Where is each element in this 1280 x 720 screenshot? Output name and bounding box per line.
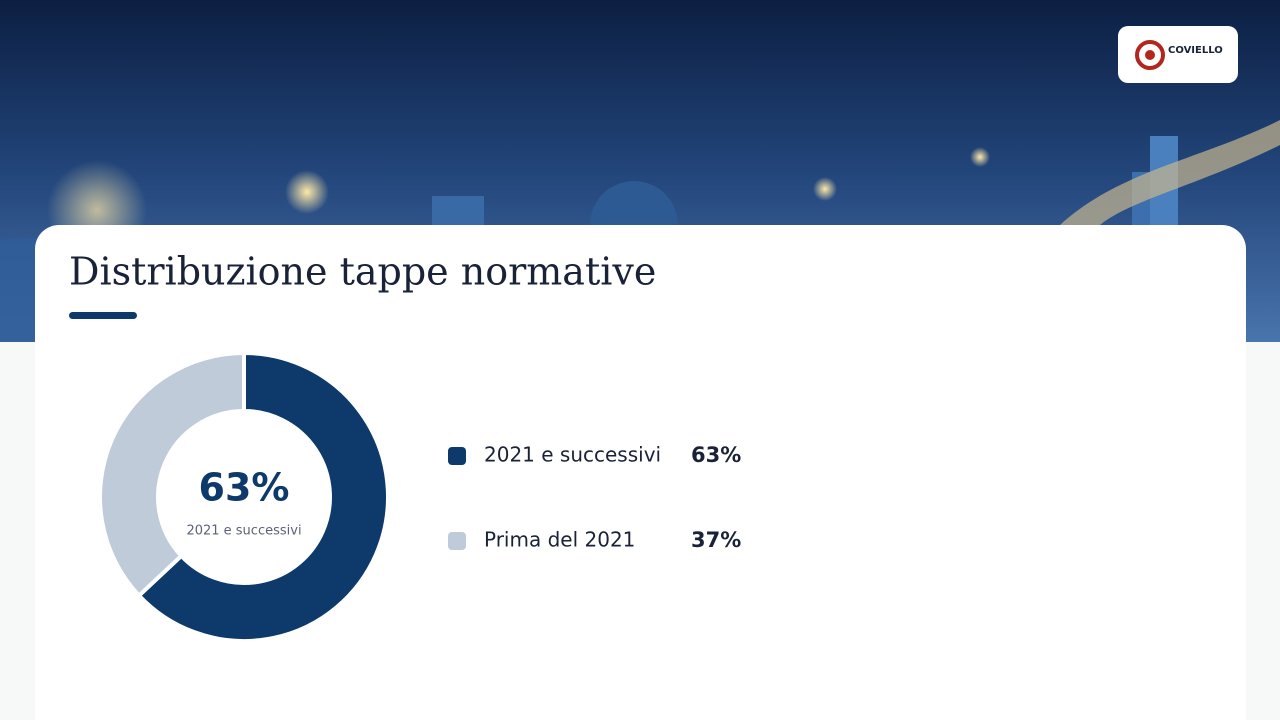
donut-chart: 2021 e successivi 63% Prima del 2021 37% 63%…: [98, 350, 741, 643]
center-value: 63%: [199, 466, 290, 510]
title: Distribuzione tappe normative: [69, 250, 656, 294]
center-caption: 2021 e successivi: [186, 524, 301, 539]
legend-swatch: [448, 447, 466, 465]
logo-icon: [1135, 40, 1165, 70]
logo-icon-core: [1145, 50, 1155, 60]
legend-label: Prima del 2021: [484, 528, 635, 552]
legend-value: 63%: [691, 443, 741, 467]
donut-slice: [136, 350, 390, 643]
title-underline: [69, 312, 137, 319]
logo-text: COVIELLO: [1168, 45, 1223, 56]
legend-label: 2021 e successivi: [484, 443, 661, 467]
legend-value: 37%: [691, 528, 741, 552]
donut-slice: [98, 350, 246, 599]
legend-swatch: [448, 532, 466, 550]
